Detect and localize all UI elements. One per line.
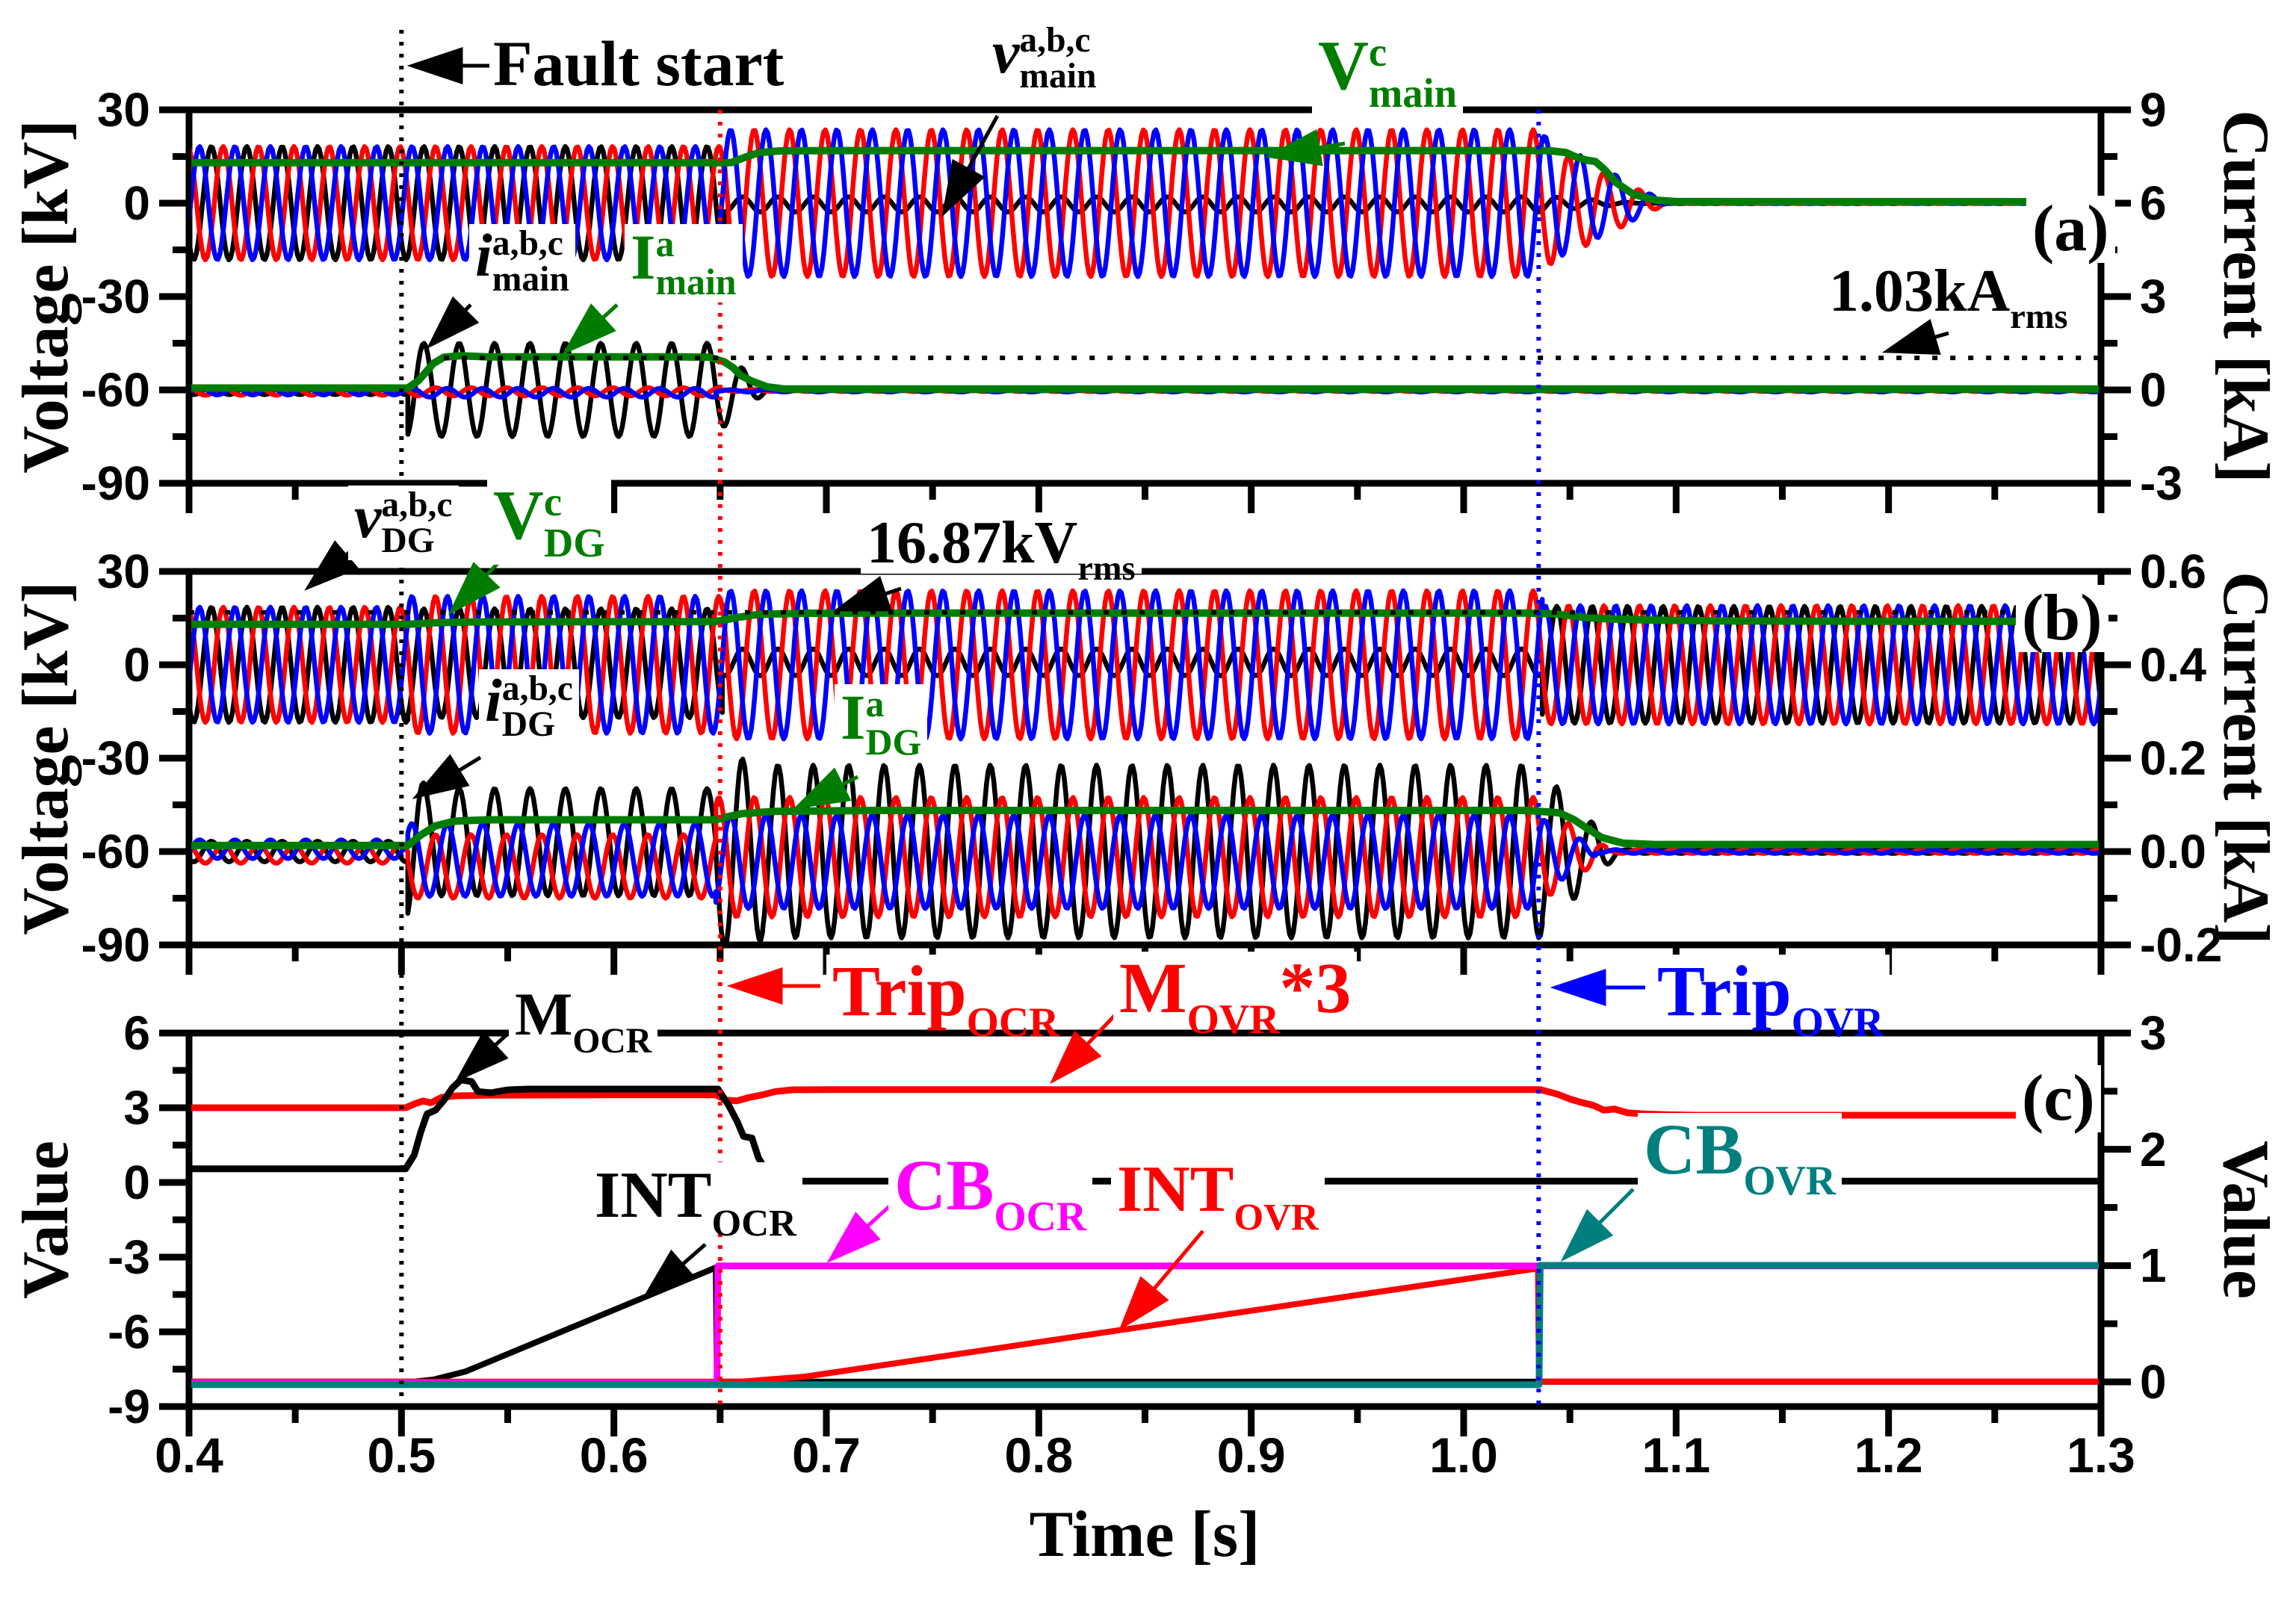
fault-waveform-figure: Voltage [kV] Voltage [kV] Value Current …: [10, 21, 2282, 1568]
chart-canvas: [159, 30, 2131, 1436]
